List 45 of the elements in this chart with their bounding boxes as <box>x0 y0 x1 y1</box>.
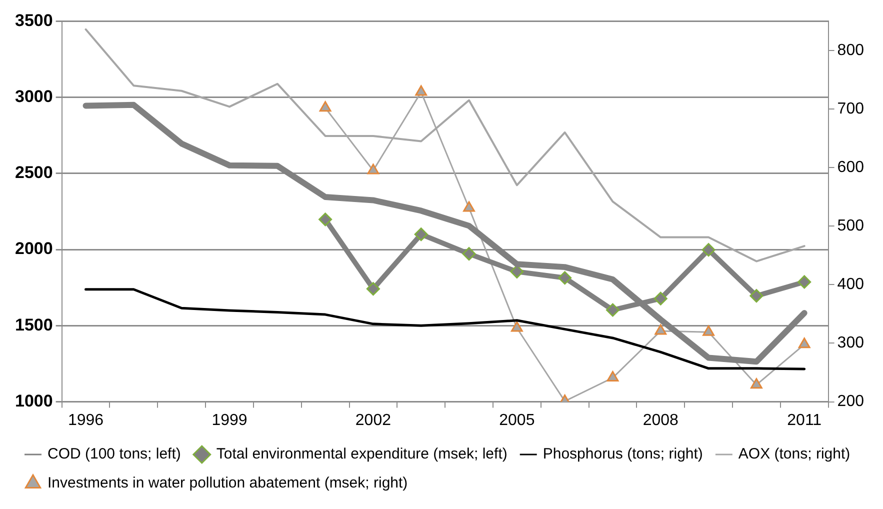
point <box>702 325 714 336</box>
y2-tick-label: 500 <box>837 218 864 235</box>
point <box>318 212 332 226</box>
y2-tick-label: 300 <box>837 334 864 352</box>
legend-label: Investments in water pollution abatement (msek; right) <box>48 474 408 492</box>
y-tick-label: 1500 <box>14 315 53 334</box>
point <box>654 324 667 335</box>
point <box>798 338 810 348</box>
point <box>319 101 332 112</box>
y2-tick-label: 700 <box>837 100 864 118</box>
x-tick-label: 2011 <box>787 412 822 429</box>
point <box>367 164 380 174</box>
point <box>415 85 428 96</box>
point <box>366 282 380 296</box>
y2-tick-label: 600 <box>837 158 864 176</box>
y2-tick-label: 200 <box>837 393 864 410</box>
point <box>702 243 716 257</box>
y-tick-label: 2000 <box>14 239 53 258</box>
y2-tick-label: 400 <box>837 276 864 294</box>
legend-label: COD (100 tons; left) <box>48 446 181 463</box>
y-tick-label: 3000 <box>14 87 53 106</box>
point <box>798 275 812 289</box>
legend-label: Total environmental expenditure (msek; left) <box>216 446 508 463</box>
point <box>462 247 476 261</box>
y-tick-label: 2500 <box>14 163 53 182</box>
y-tick-label: 1000 <box>14 391 53 410</box>
legend-label: AOX (tons; right) <box>738 446 850 463</box>
point <box>606 371 619 382</box>
y-tick-label: 3500 <box>14 10 53 30</box>
x-tick-label: 2008 <box>642 412 679 429</box>
point <box>750 378 762 389</box>
point <box>606 303 620 317</box>
point <box>654 292 668 306</box>
y2-tick-label: 800 <box>837 42 864 59</box>
point <box>558 271 572 285</box>
point <box>750 289 764 303</box>
point <box>510 321 523 332</box>
legend-label: Phosphorus (tons; right) <box>542 446 703 463</box>
point <box>463 201 475 212</box>
x-tick-label: 2002 <box>355 412 392 429</box>
point <box>510 264 524 278</box>
x-tick-label: 1996 <box>68 412 104 429</box>
x-tick-label: 1999 <box>212 412 248 429</box>
x-tick-label: 2005 <box>499 412 535 429</box>
point <box>414 228 428 242</box>
